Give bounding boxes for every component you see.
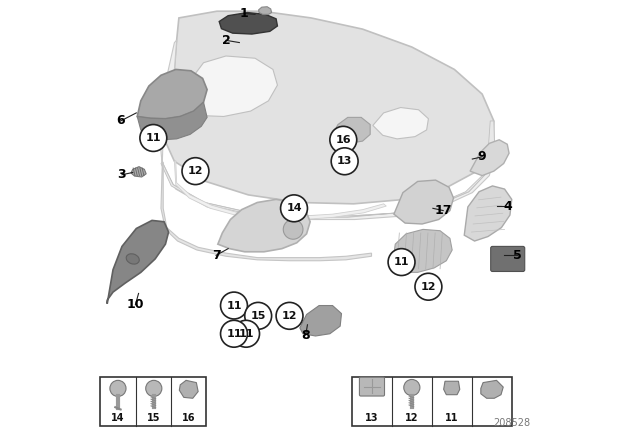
Text: 12: 12	[405, 413, 419, 422]
Text: 11: 11	[238, 329, 254, 339]
FancyBboxPatch shape	[352, 377, 512, 426]
Circle shape	[332, 148, 358, 175]
Text: 1: 1	[239, 7, 248, 20]
Text: 11: 11	[145, 133, 161, 143]
FancyBboxPatch shape	[100, 377, 206, 426]
Polygon shape	[137, 69, 207, 119]
Circle shape	[388, 249, 415, 276]
Text: 14: 14	[286, 203, 302, 213]
Circle shape	[110, 380, 126, 396]
Polygon shape	[179, 380, 198, 398]
Text: 15: 15	[250, 311, 266, 321]
Polygon shape	[184, 56, 278, 116]
Text: 9: 9	[478, 150, 486, 164]
Circle shape	[330, 126, 356, 153]
Text: 14: 14	[111, 413, 125, 422]
Polygon shape	[392, 229, 452, 272]
Polygon shape	[444, 381, 460, 395]
Text: 15: 15	[147, 413, 161, 422]
Circle shape	[140, 125, 167, 151]
Text: 6: 6	[116, 114, 125, 128]
Circle shape	[244, 302, 271, 329]
Circle shape	[221, 320, 248, 347]
Polygon shape	[259, 7, 271, 14]
Text: 16: 16	[335, 135, 351, 145]
Circle shape	[284, 220, 303, 239]
Polygon shape	[300, 306, 342, 336]
Polygon shape	[161, 121, 495, 217]
Text: 12: 12	[420, 282, 436, 292]
Text: 4: 4	[504, 199, 513, 213]
Text: 10: 10	[127, 298, 144, 311]
Text: 8: 8	[301, 328, 310, 342]
Circle shape	[415, 273, 442, 300]
Polygon shape	[218, 199, 310, 252]
Polygon shape	[161, 162, 371, 261]
Text: 11: 11	[445, 413, 458, 422]
Circle shape	[404, 379, 420, 396]
Circle shape	[233, 320, 260, 347]
Polygon shape	[464, 186, 512, 241]
Circle shape	[146, 380, 162, 396]
Circle shape	[276, 302, 303, 329]
Circle shape	[182, 158, 209, 185]
Polygon shape	[394, 180, 454, 224]
Text: 13: 13	[337, 156, 353, 166]
Polygon shape	[332, 117, 370, 143]
Polygon shape	[470, 140, 509, 176]
Polygon shape	[220, 13, 278, 34]
Polygon shape	[108, 220, 168, 304]
Text: 2: 2	[221, 34, 230, 47]
Text: 11: 11	[394, 257, 410, 267]
Text: 11: 11	[226, 301, 242, 310]
Ellipse shape	[126, 254, 140, 264]
Circle shape	[280, 195, 307, 222]
Polygon shape	[159, 40, 495, 220]
Text: 7: 7	[212, 249, 220, 262]
Text: 13: 13	[365, 413, 379, 422]
Text: 16: 16	[182, 413, 195, 422]
Text: 12: 12	[188, 166, 204, 176]
Polygon shape	[174, 160, 387, 220]
Polygon shape	[163, 11, 494, 204]
FancyBboxPatch shape	[491, 246, 525, 271]
Polygon shape	[131, 167, 146, 177]
Text: 11: 11	[226, 329, 242, 339]
Text: 3: 3	[118, 168, 126, 181]
Text: 12: 12	[282, 311, 298, 321]
Circle shape	[221, 292, 248, 319]
FancyBboxPatch shape	[360, 377, 385, 396]
Polygon shape	[137, 102, 207, 140]
Text: 17: 17	[435, 204, 452, 217]
Polygon shape	[481, 380, 503, 398]
Polygon shape	[373, 108, 428, 139]
Text: 208528: 208528	[493, 418, 531, 428]
Text: 5: 5	[513, 249, 522, 262]
